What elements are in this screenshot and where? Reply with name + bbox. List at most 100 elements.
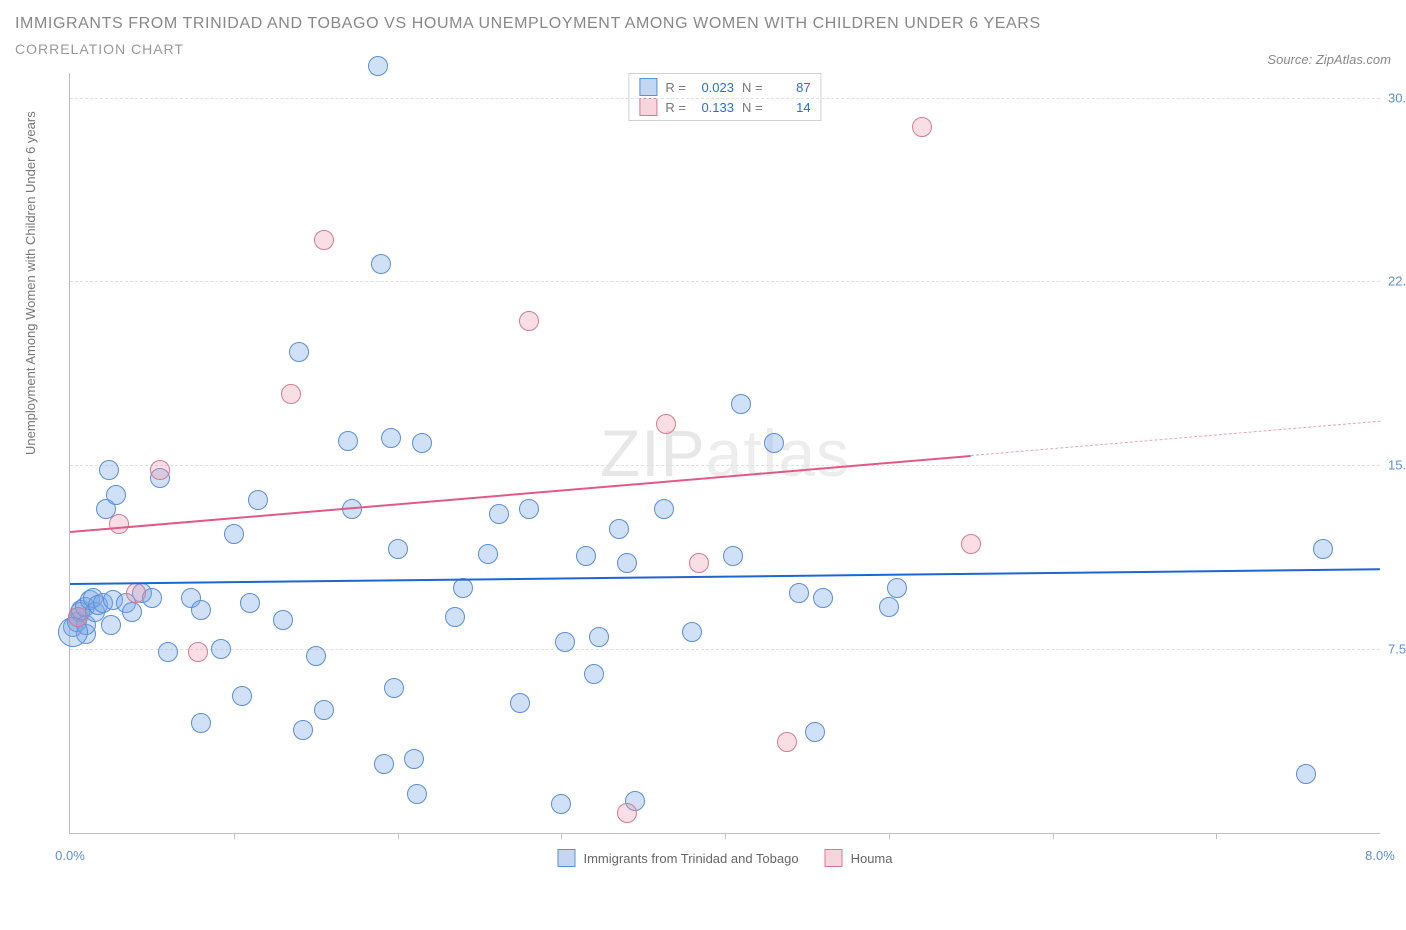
data-point bbox=[126, 583, 146, 603]
chart-title: IMMIGRANTS FROM TRINIDAD AND TOBAGO VS H… bbox=[15, 15, 1041, 33]
data-point bbox=[109, 514, 129, 534]
data-point bbox=[314, 700, 334, 720]
data-point bbox=[584, 664, 604, 684]
data-point bbox=[805, 722, 825, 742]
legend-swatch-b bbox=[825, 849, 843, 867]
data-point bbox=[777, 732, 797, 752]
data-point bbox=[122, 602, 142, 622]
x-tick bbox=[1216, 833, 1217, 839]
watermark: ZIPatlas bbox=[600, 415, 850, 491]
source-name: ZipAtlas.com bbox=[1316, 52, 1391, 67]
series-legend: Immigrants from Trinidad and Tobago Houm… bbox=[557, 849, 892, 867]
data-point bbox=[654, 499, 674, 519]
regression-line bbox=[70, 455, 971, 533]
y-tick-label: 15.0% bbox=[1388, 458, 1406, 473]
plot-area: ZIPatlas R = 0.023 N = 87 R = 0.133 N = … bbox=[69, 73, 1380, 834]
data-point bbox=[273, 610, 293, 630]
titles: IMMIGRANTS FROM TRINIDAD AND TOBAGO VS H… bbox=[15, 15, 1041, 67]
data-point bbox=[158, 642, 178, 662]
data-point bbox=[306, 646, 326, 666]
data-point bbox=[224, 524, 244, 544]
legend-label-b: Houma bbox=[851, 851, 893, 866]
data-point bbox=[99, 460, 119, 480]
data-point bbox=[281, 384, 301, 404]
data-point bbox=[589, 627, 609, 647]
data-point bbox=[101, 615, 121, 635]
data-point bbox=[555, 632, 575, 652]
data-point bbox=[813, 588, 833, 608]
chart-container: IMMIGRANTS FROM TRINIDAD AND TOBAGO VS H… bbox=[15, 15, 1391, 915]
data-point bbox=[445, 607, 465, 627]
y-axis-label: Unemployment Among Women with Children U… bbox=[23, 111, 38, 455]
data-point bbox=[289, 342, 309, 362]
regression-line bbox=[70, 568, 1380, 585]
data-point bbox=[887, 578, 907, 598]
data-point bbox=[1313, 539, 1333, 559]
stat-n-label-a: N = bbox=[742, 80, 763, 95]
data-point bbox=[381, 428, 401, 448]
stat-n-label-b: N = bbox=[742, 100, 763, 115]
data-point bbox=[248, 490, 268, 510]
swatch-series-b bbox=[639, 98, 657, 116]
data-point bbox=[314, 230, 334, 250]
legend-entry-a: Immigrants from Trinidad and Tobago bbox=[557, 849, 798, 867]
data-point bbox=[68, 607, 88, 627]
data-point bbox=[191, 600, 211, 620]
legend-entry-b: Houma bbox=[825, 849, 893, 867]
data-point bbox=[789, 583, 809, 603]
data-point bbox=[912, 117, 932, 137]
data-point bbox=[723, 546, 743, 566]
regression-line bbox=[971, 421, 1380, 456]
data-point bbox=[293, 720, 313, 740]
stat-r-value-a: 0.023 bbox=[694, 80, 734, 95]
data-point bbox=[407, 784, 427, 804]
data-point bbox=[519, 499, 539, 519]
data-point bbox=[489, 504, 509, 524]
swatch-series-a bbox=[639, 78, 657, 96]
data-point bbox=[404, 749, 424, 769]
gridline bbox=[70, 281, 1380, 282]
x-tick bbox=[561, 833, 562, 839]
data-point bbox=[617, 803, 637, 823]
data-point bbox=[609, 519, 629, 539]
x-tick bbox=[1053, 833, 1054, 839]
data-point bbox=[689, 553, 709, 573]
legend-swatch-a bbox=[557, 849, 575, 867]
data-point bbox=[232, 686, 252, 706]
data-point bbox=[682, 622, 702, 642]
data-point bbox=[338, 431, 358, 451]
legend-label-a: Immigrants from Trinidad and Tobago bbox=[583, 851, 798, 866]
data-point bbox=[211, 639, 231, 659]
data-point bbox=[191, 713, 211, 733]
stat-n-value-a: 87 bbox=[771, 80, 811, 95]
data-point bbox=[576, 546, 596, 566]
y-tick-label: 30.0% bbox=[1388, 90, 1406, 105]
data-point bbox=[412, 433, 432, 453]
data-point bbox=[368, 56, 388, 76]
title-bar: IMMIGRANTS FROM TRINIDAD AND TOBAGO VS H… bbox=[15, 15, 1391, 67]
y-tick-label: 7.5% bbox=[1388, 642, 1406, 657]
data-point bbox=[371, 254, 391, 274]
x-tick bbox=[889, 833, 890, 839]
data-point bbox=[519, 311, 539, 331]
gridline bbox=[70, 98, 1380, 99]
data-point bbox=[764, 433, 784, 453]
data-point bbox=[150, 460, 170, 480]
x-tick-label: 8.0% bbox=[1365, 848, 1395, 863]
x-tick bbox=[725, 833, 726, 839]
data-point bbox=[374, 754, 394, 774]
data-point bbox=[106, 485, 126, 505]
data-point bbox=[879, 597, 899, 617]
gridline bbox=[70, 649, 1380, 650]
data-point bbox=[961, 534, 981, 554]
watermark-suffix: atlas bbox=[706, 416, 850, 490]
x-tick-label: 0.0% bbox=[55, 848, 85, 863]
source-attribution: Source: ZipAtlas.com bbox=[1267, 52, 1391, 67]
y-tick-label: 22.5% bbox=[1388, 274, 1406, 289]
stat-n-value-b: 14 bbox=[771, 100, 811, 115]
data-point bbox=[388, 539, 408, 559]
stat-r-value-b: 0.133 bbox=[694, 100, 734, 115]
chart-subtitle: CORRELATION CHART bbox=[15, 41, 1041, 57]
data-point bbox=[478, 544, 498, 564]
gridline bbox=[70, 465, 1380, 466]
